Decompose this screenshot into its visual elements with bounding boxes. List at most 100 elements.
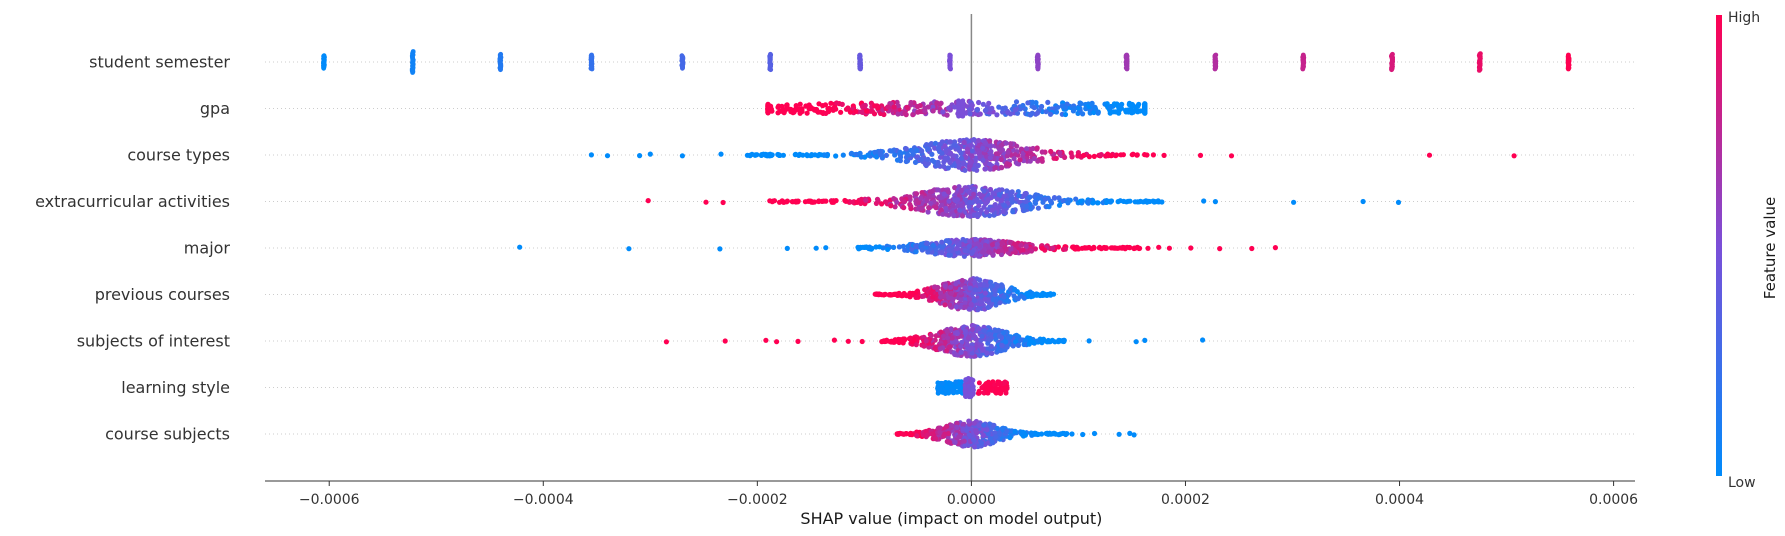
shap-point-course-subjects (973, 428, 979, 434)
shap-point-previous-courses (988, 284, 994, 290)
shap-point-extracurricular-activities (1073, 196, 1079, 202)
shap-point-course-subjects (1012, 428, 1018, 434)
shap-point-previous-courses (975, 307, 981, 313)
shap-point-extracurricular-activities (967, 199, 973, 205)
shap-point-learning-style (942, 391, 948, 396)
shap-point-subjects-of-interest (1200, 337, 1206, 343)
shap-point-student-semester (1300, 66, 1306, 72)
shap-point-extracurricular-activities (966, 204, 972, 210)
shap-point-extracurricular-activities (1395, 199, 1402, 205)
shap-point-major (1111, 245, 1117, 251)
shap-point-course-types (759, 152, 765, 158)
shap-point-student-semester (498, 67, 503, 73)
shap-point-extracurricular-activities (850, 199, 856, 205)
shap-point-course-types (998, 147, 1004, 153)
shap-point-major (913, 249, 919, 255)
shap-point-course-types (1109, 152, 1115, 159)
shap-point-extracurricular-activities (1024, 203, 1030, 209)
shap-point-previous-courses (981, 281, 987, 288)
shap-point-major (1124, 244, 1130, 250)
shap-point-gpa (859, 109, 866, 115)
colorbar-high-label: High (1728, 10, 1760, 26)
shap-point-subjects-of-interest (949, 335, 955, 341)
shap-point-major (973, 236, 979, 243)
shap-point-major (1272, 245, 1278, 251)
shap-point-course-types (647, 151, 653, 157)
shap-point-course-types (804, 153, 810, 159)
shap-point-major (1062, 246, 1068, 252)
shap-point-course-types (935, 162, 941, 168)
shap-point-course-types (945, 165, 951, 171)
shap-point-gpa (881, 111, 887, 118)
shap-point-extracurricular-activities (983, 200, 989, 206)
shap-point-gpa (1025, 100, 1031, 106)
shap-point-previous-courses (1004, 298, 1010, 304)
shap-point-course-subjects (1047, 430, 1053, 436)
shap-point-course-types (800, 152, 806, 158)
shap-point-extracurricular-activities (883, 199, 889, 205)
shap-point-course-subjects (929, 431, 935, 437)
shap-point-major (1131, 245, 1137, 252)
shap-point-extracurricular-activities (971, 212, 978, 218)
shap-point-gpa (974, 107, 980, 113)
shap-point-gpa (983, 107, 989, 113)
shap-point-extracurricular-activities (794, 198, 800, 204)
x-tick-label: 0.0000 (947, 492, 996, 508)
shap-point-subjects-of-interest (926, 344, 932, 350)
shap-point-major (885, 246, 891, 252)
shap-point-course-subjects (1039, 431, 1045, 437)
shap-point-extracurricular-activities (957, 207, 963, 213)
shap-point-extracurricular-activities (823, 198, 829, 204)
shap-point-course-subjects (1091, 430, 1098, 437)
shap-point-gpa (860, 104, 866, 110)
shap-point-gpa (940, 109, 946, 115)
shap-point-course-subjects (966, 432, 972, 438)
shap-point-extracurricular-activities (992, 202, 998, 208)
shap-point-gpa (1012, 107, 1019, 113)
shap-point-extracurricular-activities (943, 205, 949, 211)
shap-point-subjects-of-interest (958, 349, 964, 355)
shap-point-course-subjects (1019, 430, 1025, 436)
shap-point-course-types (941, 159, 947, 165)
shap-point-major (1028, 248, 1035, 254)
shap-point-learning-style (948, 381, 954, 387)
shap-point-course-types (1161, 152, 1167, 158)
shap-point-learning-style (1002, 385, 1008, 391)
shap-point-subjects-of-interest (1086, 338, 1092, 344)
shap-point-subjects-of-interest (949, 339, 956, 345)
shap-point-course-subjects (1116, 431, 1122, 437)
shap-point-course-types (993, 151, 999, 157)
shap-point-course-types (969, 148, 975, 154)
shap-point-subjects-of-interest (663, 339, 670, 345)
shap-point-major (1018, 242, 1024, 248)
shap-point-course-types (975, 162, 981, 169)
shap-point-gpa (1137, 108, 1143, 114)
shap-point-previous-courses (977, 277, 983, 283)
shap-point-major (1020, 247, 1026, 253)
shap-point-course-types (874, 154, 880, 160)
shap-point-subjects-of-interest (859, 338, 865, 345)
shap-point-course-types (1027, 158, 1033, 164)
shap-point-major (913, 243, 919, 249)
shap-point-gpa (968, 102, 974, 108)
shap-point-major (947, 252, 953, 258)
shap-point-student-semester (680, 65, 685, 71)
shap-point-extracurricular-activities (829, 199, 835, 205)
shap-point-course-types (894, 157, 901, 163)
feature-label-learning-style: learning style (121, 378, 230, 397)
shap-point-extracurricular-activities (1001, 193, 1007, 200)
shap-point-extracurricular-activities (1023, 199, 1029, 205)
shap-point-course-types (941, 163, 947, 169)
shap-point-extracurricular-activities (1042, 196, 1048, 202)
shap-point-course-subjects (980, 433, 986, 439)
shap-point-gpa (944, 112, 950, 118)
shap-point-gpa (797, 101, 803, 107)
shap-point-extracurricular-activities (891, 196, 897, 202)
shap-point-course-subjects (952, 439, 958, 445)
shap-point-gpa (1080, 111, 1086, 117)
shap-point-extracurricular-activities (945, 189, 951, 195)
shap-point-course-subjects (1007, 435, 1013, 441)
shap-point-major (1079, 245, 1085, 251)
shap-point-learning-style (949, 387, 954, 393)
shap-point-extracurricular-activities (1028, 206, 1034, 212)
